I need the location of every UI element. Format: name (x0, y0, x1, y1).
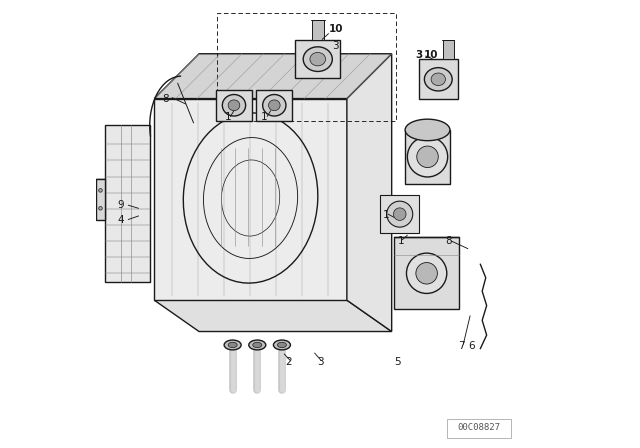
Ellipse shape (424, 68, 452, 91)
Text: 1: 1 (383, 210, 390, 220)
Polygon shape (154, 99, 347, 300)
Text: 7: 7 (458, 341, 465, 351)
Text: 6: 6 (468, 341, 475, 351)
Polygon shape (105, 125, 150, 282)
Text: 00C08827: 00C08827 (458, 423, 500, 432)
Text: 9: 9 (117, 200, 124, 210)
Text: 8: 8 (445, 236, 452, 246)
Text: 1: 1 (225, 112, 232, 122)
Ellipse shape (407, 137, 448, 177)
Text: 10: 10 (424, 50, 438, 60)
Text: 1: 1 (397, 236, 404, 246)
Text: 1: 1 (260, 112, 268, 122)
Text: 3: 3 (317, 357, 323, 367)
Polygon shape (405, 130, 450, 184)
Polygon shape (257, 90, 292, 121)
Text: 3: 3 (415, 50, 422, 60)
Ellipse shape (310, 52, 326, 66)
Ellipse shape (253, 342, 262, 348)
Polygon shape (296, 40, 340, 78)
Ellipse shape (278, 342, 287, 348)
Ellipse shape (387, 201, 413, 227)
Ellipse shape (99, 189, 102, 192)
Ellipse shape (273, 340, 291, 350)
Ellipse shape (228, 100, 240, 111)
Polygon shape (154, 54, 392, 99)
Polygon shape (154, 300, 392, 332)
Polygon shape (394, 237, 459, 309)
Ellipse shape (417, 146, 438, 168)
Text: 10: 10 (328, 24, 343, 34)
Text: 3: 3 (332, 41, 339, 51)
Polygon shape (347, 54, 392, 332)
Polygon shape (216, 90, 252, 121)
Ellipse shape (262, 95, 286, 116)
Text: 5: 5 (394, 357, 401, 367)
Ellipse shape (222, 95, 246, 116)
Ellipse shape (224, 340, 241, 350)
Ellipse shape (416, 263, 437, 284)
Polygon shape (443, 40, 454, 59)
Polygon shape (419, 59, 458, 99)
Ellipse shape (303, 47, 332, 72)
Ellipse shape (249, 340, 266, 350)
Bar (447, 419, 511, 438)
Ellipse shape (99, 207, 102, 210)
Ellipse shape (406, 253, 447, 293)
Text: 4: 4 (117, 215, 124, 224)
Polygon shape (380, 195, 419, 233)
Polygon shape (96, 179, 105, 220)
Ellipse shape (405, 119, 450, 141)
Text: 2: 2 (285, 357, 292, 367)
Ellipse shape (394, 208, 406, 220)
Polygon shape (312, 20, 324, 40)
Ellipse shape (431, 73, 445, 86)
Ellipse shape (269, 100, 280, 111)
Ellipse shape (228, 342, 237, 348)
Text: 8: 8 (162, 94, 169, 103)
